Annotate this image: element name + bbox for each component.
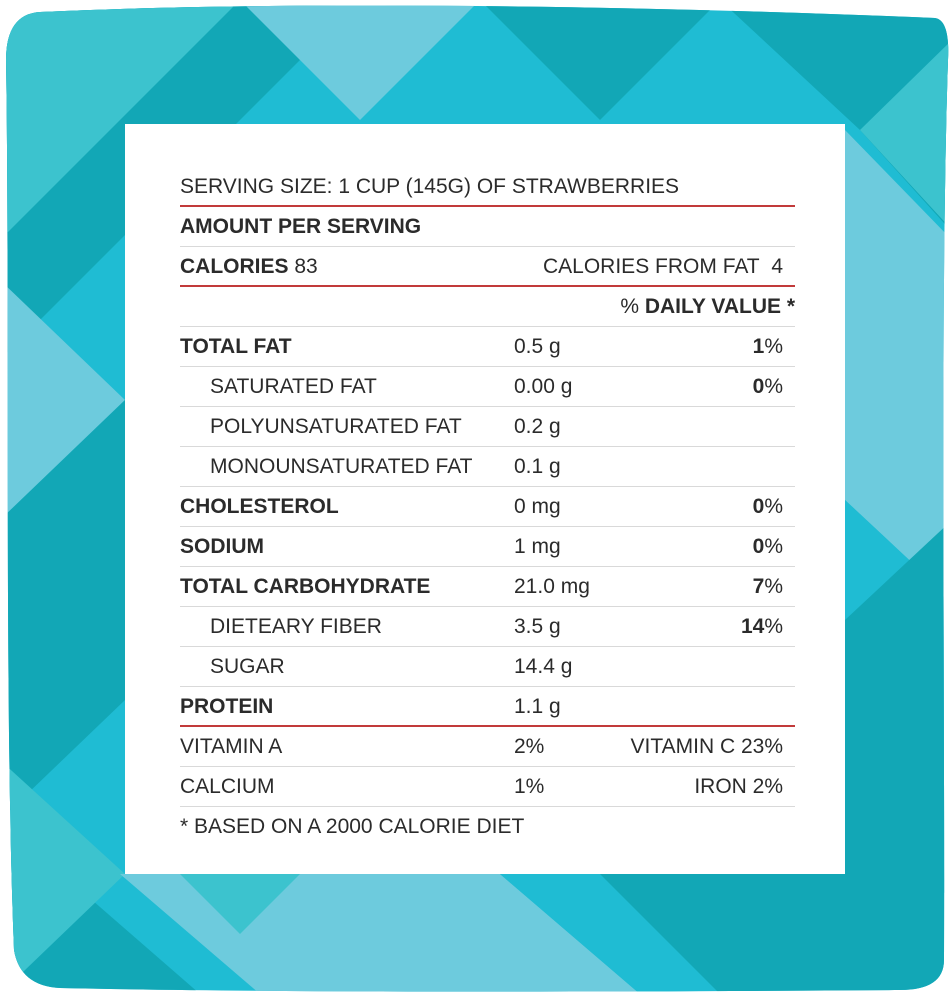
percent-sign: % bbox=[764, 375, 783, 398]
nutrient-dv: 14 bbox=[740, 615, 765, 638]
nutrient-row: MONOUNSATURATED FAT 0.1 g bbox=[180, 447, 795, 487]
daily-value-label: DAILY VALUE * bbox=[644, 295, 795, 318]
vitamin-row: VITAMIN A 2% VITAMIN C 23% bbox=[180, 727, 795, 767]
vitamin-value: 2% bbox=[514, 735, 545, 758]
nutrient-name: SUGAR bbox=[210, 655, 285, 678]
nutrient-amount: 0.2 g bbox=[514, 415, 561, 438]
nutrient-amount: 14.4 g bbox=[514, 655, 573, 678]
calories-value: 83 bbox=[294, 255, 318, 278]
nutrient-name: TOTAL FAT bbox=[180, 335, 292, 358]
nutrient-name: TOTAL CARBOHYDRATE bbox=[180, 575, 431, 598]
percent-sign: % bbox=[764, 575, 783, 598]
vitamin-row: CALCIUM 1% IRON 2% bbox=[180, 767, 795, 807]
nutrient-row: TOTAL FAT 0.5 g 1% bbox=[180, 327, 795, 367]
nutrient-row: SODIUM 1 mg 0% bbox=[180, 527, 795, 567]
nutrient-amount: 0.1 g bbox=[514, 455, 561, 478]
nutrient-name: SODIUM bbox=[180, 535, 264, 558]
daily-value-header-row: % DAILY VALUE * bbox=[180, 287, 795, 327]
calories-from-fat-label: CALORIES FROM FAT bbox=[543, 255, 760, 278]
percent-sign: % bbox=[764, 495, 783, 518]
nutrient-row: CHOLESTEROL 0 mg 0% bbox=[180, 487, 795, 527]
nutrient-dv: 0 bbox=[752, 495, 765, 518]
nutrient-amount: 21.0 mg bbox=[514, 575, 590, 598]
nutrient-name: POLYUNSATURATED FAT bbox=[210, 415, 462, 438]
nutrient-dv: 0 bbox=[752, 535, 765, 558]
nutrient-amount: 1.1 g bbox=[514, 695, 561, 718]
vitamin-name: CALCIUM bbox=[180, 775, 275, 798]
footnote-row: * BASED ON A 2000 CALORIE DIET bbox=[180, 807, 795, 847]
nutrient-amount: 1 mg bbox=[514, 535, 561, 558]
calories-from-fat-value: 4 bbox=[771, 255, 783, 278]
nutrient-row: SATURATED FAT 0.00 g 0% bbox=[180, 367, 795, 407]
nutrient-name: PROTEIN bbox=[180, 695, 274, 718]
nutrient-row: TOTAL CARBOHYDRATE 21.0 mg 7% bbox=[180, 567, 795, 607]
nutrient-name: DIETEARY FIBER bbox=[210, 615, 382, 638]
nutrient-amount: 3.5 g bbox=[514, 615, 561, 638]
calories-row: CALORIES 83 CALORIES FROM FAT 4 bbox=[180, 247, 795, 287]
nutrient-amount: 0.00 g bbox=[514, 375, 573, 398]
nutrient-name: MONOUNSATURATED FAT bbox=[210, 455, 473, 478]
nutrient-amount: 0.5 g bbox=[514, 335, 561, 358]
vitamin-right: VITAMIN C 23% bbox=[630, 735, 783, 758]
percent-sign: % bbox=[764, 535, 783, 558]
serving-size-row: SERVING SIZE: 1 CUP (145G) OF STRAWBERRI… bbox=[180, 167, 795, 207]
nutrient-row: POLYUNSATURATED FAT 0.2 g bbox=[180, 407, 795, 447]
nutrient-name: CHOLESTEROL bbox=[180, 495, 339, 518]
calories-label: CALORIES bbox=[180, 255, 289, 278]
percent-sign: % bbox=[764, 335, 783, 358]
amount-per-serving: AMOUNT PER SERVING bbox=[180, 215, 422, 238]
footnote: * BASED ON A 2000 CALORIE DIET bbox=[180, 815, 525, 838]
nutrient-dv: 1 bbox=[752, 335, 765, 358]
nutrient-row: SUGAR 14.4 g bbox=[180, 647, 795, 687]
amount-per-serving-row: AMOUNT PER SERVING bbox=[180, 207, 795, 247]
serving-size: SERVING SIZE: 1 CUP (145G) OF STRAWBERRI… bbox=[180, 175, 680, 198]
nutrient-row: DIETEARY FIBER 3.5 g 14% bbox=[180, 607, 795, 647]
nutrition-table: SERVING SIZE: 1 CUP (145G) OF STRAWBERRI… bbox=[180, 167, 795, 847]
vitamin-right: IRON 2% bbox=[694, 775, 783, 798]
nutrient-row: PROTEIN 1.1 g bbox=[180, 687, 795, 727]
nutrient-dv: 0 bbox=[752, 375, 765, 398]
nutrient-name: SATURATED FAT bbox=[210, 375, 377, 398]
vitamin-value: 1% bbox=[514, 775, 545, 798]
nutrient-dv: 7 bbox=[752, 575, 765, 598]
nutrition-label: SERVING SIZE: 1 CUP (145G) OF STRAWBERRI… bbox=[125, 124, 845, 874]
vitamin-name: VITAMIN A bbox=[180, 735, 283, 758]
nutrient-amount: 0 mg bbox=[514, 495, 561, 518]
percent-sign: % bbox=[764, 615, 783, 638]
daily-value-prefix: % bbox=[620, 295, 645, 318]
